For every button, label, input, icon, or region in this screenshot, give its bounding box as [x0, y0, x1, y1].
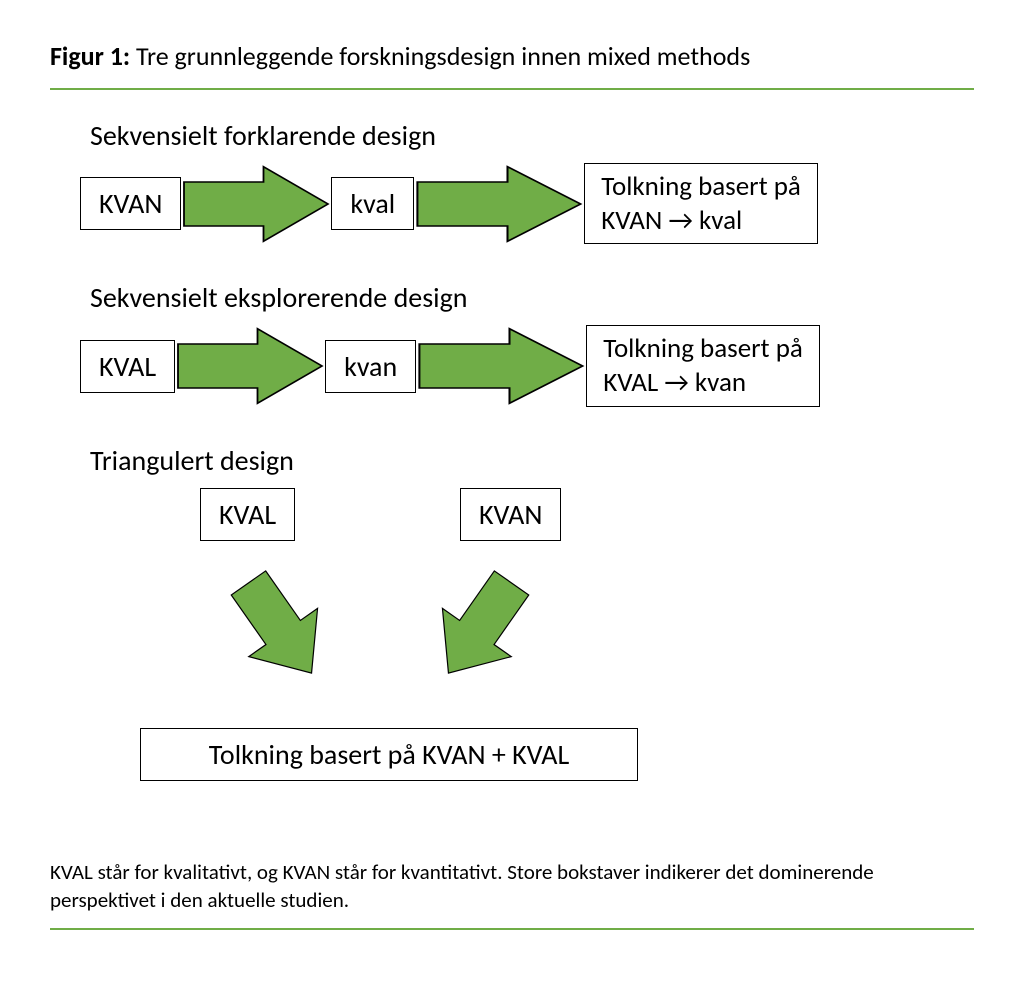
section-3-title: Triangulert design	[90, 443, 974, 478]
arrow-right-icon	[175, 326, 325, 406]
section-2-row: KVAL kvan Tolkning basert på KVAL → kvan	[80, 325, 974, 407]
figure-label: Figur 1:	[50, 40, 130, 72]
rule-top	[50, 88, 974, 90]
s1-box-2: kval	[331, 177, 414, 230]
arrow-down-right-icon	[210, 548, 350, 708]
s3-result-box: Tolkning basert på KVAN + KVAL	[140, 728, 638, 781]
section-3-diagram: KVAL KVAN Tolkning basert på KVAN + KVAL	[80, 488, 974, 818]
s1-result-box: Tolkning basert på KVAN → kval	[584, 163, 818, 245]
figure-title-text: Tre grunnleggende forskningsdesign innen…	[130, 40, 750, 72]
s1-box-1: KVAN	[80, 177, 181, 230]
s3-box-right: KVAN	[460, 488, 561, 541]
s2-box-2: kvan	[325, 340, 416, 393]
arrow-right-icon	[181, 164, 331, 244]
section-1-row: KVAN kval Tolkning basert på KVAN → kval	[80, 163, 974, 245]
section-2-title: Sekvensielt eksplorerende design	[90, 280, 974, 315]
arrow-down-left-icon	[410, 548, 550, 708]
s2-result-box: Tolkning basert på KVAL → kvan	[586, 325, 820, 407]
arrow-right-icon	[416, 326, 586, 406]
footer-note: KVAL står for kvalitativt, og KVAN står …	[50, 858, 974, 915]
figure-title: Figur 1: Tre grunnleggende forskningsdes…	[50, 40, 974, 74]
section-1-title: Sekvensielt forklarende design	[90, 118, 974, 153]
rule-bottom	[50, 928, 974, 930]
s2-box-1: KVAL	[80, 340, 175, 393]
arrow-right-icon	[414, 164, 584, 244]
s3-box-left: KVAL	[200, 488, 295, 541]
